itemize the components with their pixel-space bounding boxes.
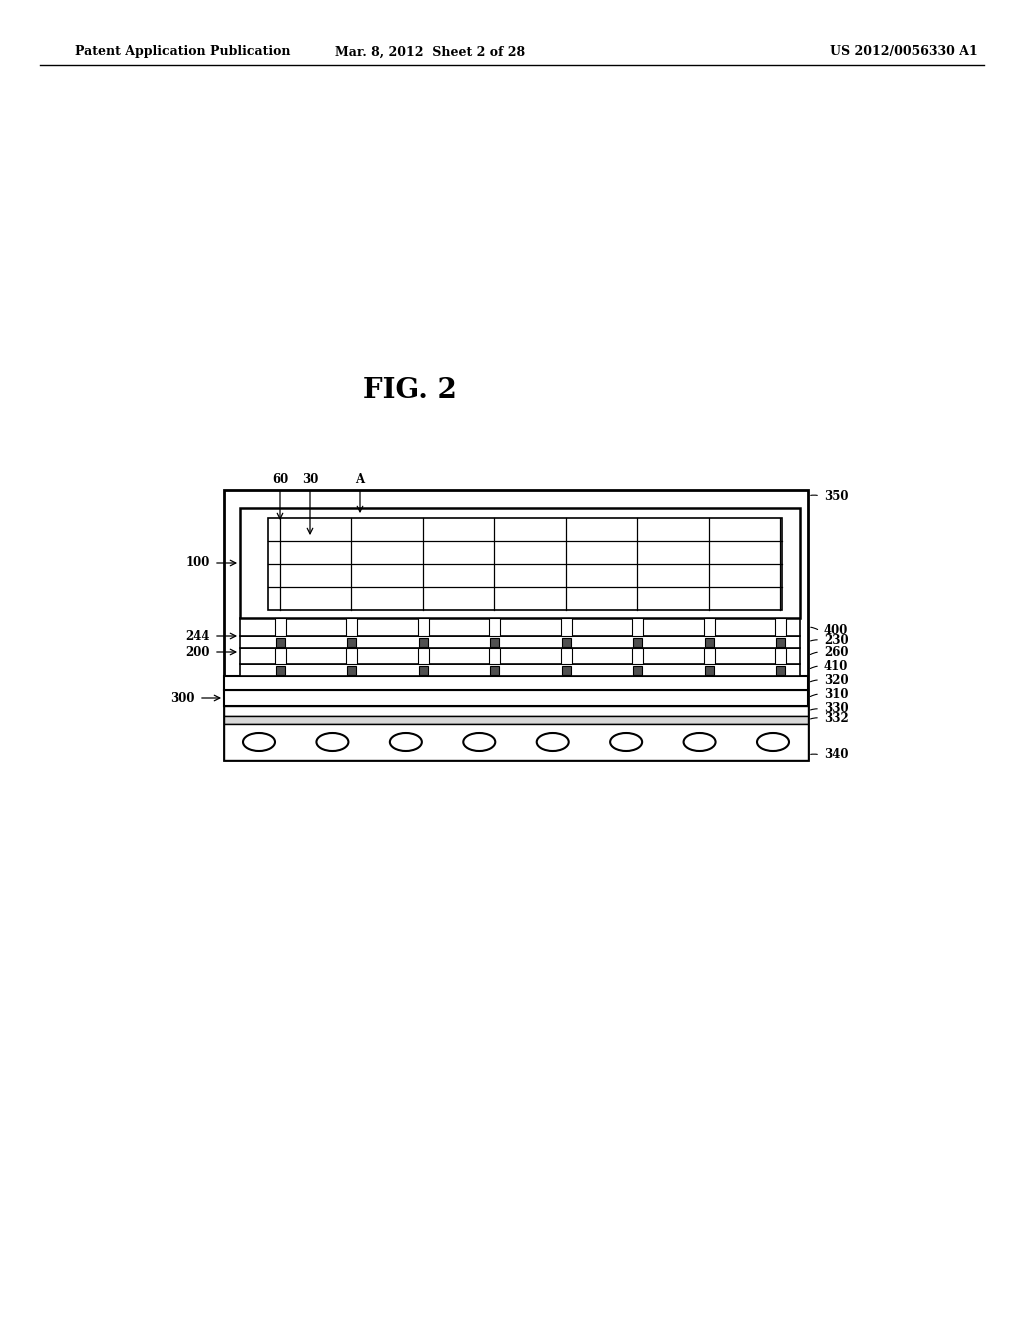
Bar <box>240 618 800 636</box>
Bar <box>776 638 785 647</box>
Text: 200: 200 <box>185 645 210 659</box>
Text: 320: 320 <box>824 673 849 686</box>
Text: Mar. 8, 2012  Sheet 2 of 28: Mar. 8, 2012 Sheet 2 of 28 <box>335 45 525 58</box>
Text: 30: 30 <box>302 473 318 486</box>
Bar <box>562 667 570 675</box>
Ellipse shape <box>463 733 496 751</box>
Bar <box>775 648 786 664</box>
Bar <box>347 667 356 675</box>
Bar <box>705 667 714 675</box>
Bar <box>419 667 428 675</box>
Bar <box>224 706 808 715</box>
Bar <box>346 618 357 636</box>
Text: Patent Application Publication: Patent Application Publication <box>75 45 291 58</box>
Bar <box>224 715 808 723</box>
Bar <box>489 648 501 664</box>
Text: FIG. 2: FIG. 2 <box>364 376 457 404</box>
Bar <box>347 638 356 647</box>
Bar <box>490 667 500 675</box>
Bar <box>562 638 570 647</box>
Bar <box>561 618 571 636</box>
Bar <box>275 618 286 636</box>
Text: 330: 330 <box>824 702 849 715</box>
Bar <box>705 638 714 647</box>
Text: US 2012/0056330 A1: US 2012/0056330 A1 <box>830 45 978 58</box>
Text: 340: 340 <box>824 748 849 762</box>
Bar <box>240 648 800 664</box>
Text: 350: 350 <box>824 490 849 503</box>
Text: 230: 230 <box>824 634 849 647</box>
Text: 310: 310 <box>824 688 849 701</box>
Bar <box>276 667 285 675</box>
Bar <box>632 618 643 636</box>
Bar <box>776 667 785 675</box>
Ellipse shape <box>610 733 642 751</box>
Bar <box>561 648 571 664</box>
Bar <box>240 636 800 648</box>
Bar <box>490 638 500 647</box>
Bar <box>632 648 643 664</box>
Bar <box>703 618 715 636</box>
Text: 300: 300 <box>171 692 195 705</box>
Bar <box>268 517 782 610</box>
Ellipse shape <box>757 733 790 751</box>
Bar <box>224 676 808 690</box>
Text: 244: 244 <box>185 630 210 643</box>
Bar <box>224 490 808 760</box>
Bar <box>419 638 428 647</box>
Bar <box>633 638 642 647</box>
Bar <box>276 638 285 647</box>
Bar <box>775 618 786 636</box>
Ellipse shape <box>390 733 422 751</box>
Text: 332: 332 <box>824 711 849 725</box>
Text: 60: 60 <box>272 473 288 486</box>
Bar <box>240 664 800 676</box>
Bar <box>224 690 808 706</box>
Bar <box>489 618 501 636</box>
Ellipse shape <box>243 733 275 751</box>
Bar <box>240 508 800 618</box>
Ellipse shape <box>684 733 716 751</box>
Text: 400: 400 <box>824 624 848 638</box>
Bar <box>633 667 642 675</box>
Text: 260: 260 <box>824 645 849 659</box>
Bar <box>703 648 715 664</box>
Bar <box>224 723 808 760</box>
Bar <box>418 648 429 664</box>
Bar <box>418 618 429 636</box>
Text: 100: 100 <box>185 557 210 569</box>
Ellipse shape <box>537 733 568 751</box>
Text: 410: 410 <box>824 660 848 672</box>
Text: A: A <box>355 473 365 486</box>
Bar <box>346 648 357 664</box>
Ellipse shape <box>316 733 348 751</box>
Bar <box>275 648 286 664</box>
